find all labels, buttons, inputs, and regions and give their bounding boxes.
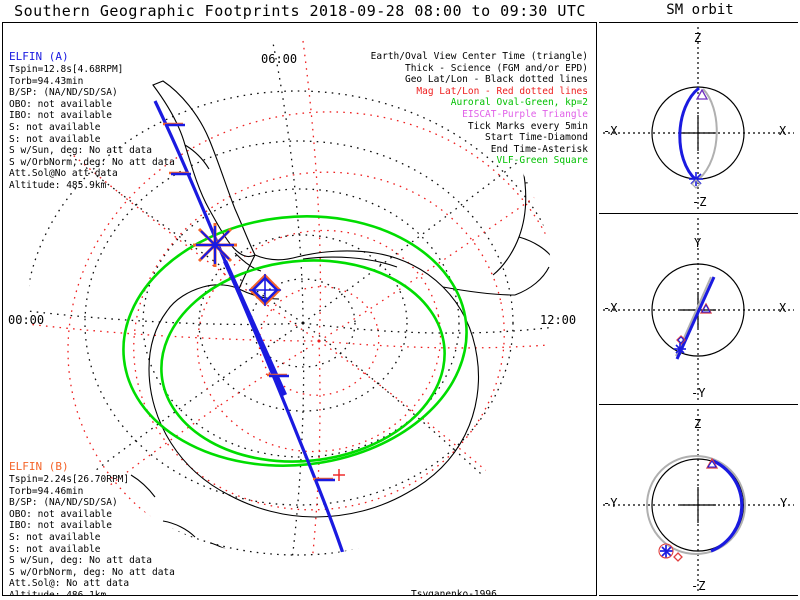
sm-xy-axis-right: X [779, 301, 787, 315]
sm-panel-xy[interactable]: Y -X X -Y [599, 213, 798, 404]
model-name: Tsyganenko-1996 [411, 589, 497, 596]
sm-orbit-column: Z -X X -Z [599, 22, 798, 596]
probe-a-line-8: S w/OrbNorm, deg: No att data [9, 156, 175, 168]
probe-a-line-1: Torb=94.43min [9, 75, 84, 87]
probe-a-line-5: S: not available [9, 121, 101, 133]
sm-orbit-title: SM orbit [666, 2, 734, 18]
mag-pole-marker [333, 469, 345, 481]
probe-b-line-4: IBO: not available [9, 520, 112, 532]
mlt-label-midnight: 00:00 [8, 313, 45, 327]
probe-a-line-10: Altitude: 485.9km [9, 179, 107, 191]
orbit-ground-track [153, 100, 357, 557]
probe-b-line-0: Tspin=2.24s[26.70RPM] [9, 474, 130, 485]
sm-panel-yz[interactable]: Z -Y Y -Z [599, 404, 798, 596]
sm-xz-axis-top: Z [694, 31, 702, 45]
sm-yz-axis-top: Z [694, 417, 702, 431]
legend-item-2: Geo Lat/Lon - Black dotted lines [404, 74, 588, 86]
probe-a-info-block: ELFIN (A) Tspin=12.8s[4.68RPM] Torb=94.4… [9, 50, 175, 192]
probe-a-line-6: S: not available [9, 133, 101, 145]
sm-xy-axis-left: -X [603, 301, 618, 315]
probe-b-line-2: B/SP: (NA/ND/SD/SA) [9, 497, 118, 509]
probe-a-header: ELFIN (A) [9, 50, 69, 63]
legend-item-5: EISCAT-Purple Triangle [462, 108, 588, 120]
probe-b-line-7: S w/Sun, deg: No att data [9, 555, 152, 567]
probe-b-line-9: Att.Sol@: No att data [9, 578, 130, 590]
probe-b-line-8: S w/OrbNorm, deg: No att data [9, 566, 175, 578]
probe-a-line-9: Att.Sol@No att data [9, 168, 118, 180]
geographic-footprint-map[interactable]: 00:00 12:00 06:00 ELFIN (A) Tspin=12.8s[… [2, 22, 597, 596]
mlt-label-dawn: 06:00 [261, 52, 298, 66]
probe-b-line-6: S: not available [9, 543, 101, 555]
sm-xy-axis-bottom: -Y [691, 386, 706, 400]
map-legend: Earth/Oval View Center Time (triangle) T… [371, 51, 588, 167]
legend-item-7: Start Time-Diamond [485, 132, 588, 144]
sm-xy-axis-top: Y [694, 236, 702, 250]
sm-yz-axis-right: Y [780, 496, 788, 510]
probe-a-line-4: IBO: not available [9, 110, 112, 122]
probe-b-line-1: Torb=94.46min [9, 485, 84, 497]
legend-item-8: End Time-Asterisk [490, 143, 588, 155]
legend-item-3: Mag Lat/Lon - Red dotted lines [416, 85, 588, 97]
sm-panel-xz[interactable]: Z -X X -Z [599, 22, 798, 213]
probe-a-line-0: Tspin=12.8s[4.68RPM] [9, 64, 124, 75]
legend-item-9: VLF-Green Square [496, 155, 588, 167]
probe-b-info-block: ELFIN (B) Tspin=2.24s[26.70RPM] Torb=94.… [9, 460, 175, 596]
end-time-asterisk [193, 223, 237, 267]
sm-xz-axis-right: X [779, 124, 787, 138]
probe-b-header: ELFIN (B) [9, 460, 69, 473]
start-time-diamond [248, 273, 282, 307]
legend-item-4: Auroral Oval-Green, kp=2 [450, 97, 588, 109]
sm-yz-axis-left: -Y [603, 496, 618, 510]
probe-b-line-3: OBO: not available [9, 508, 112, 520]
sm-xz-axis-left: -X [603, 124, 618, 138]
polar-map-svg [29, 40, 553, 557]
page-title: Southern Geographic Footprints 2018-09-2… [14, 2, 586, 20]
probe-b-line-5: S: not available [9, 531, 101, 543]
legend-item-0: Earth/Oval View Center Time (triangle) [370, 51, 588, 62]
probe-a-line-2: B/SP: (NA/ND/SD/SA) [9, 87, 118, 99]
auroral-oval [122, 215, 468, 467]
probe-a-line-7: S w/Sun, deg: No att data [9, 145, 152, 157]
probe-b-line-10: Altitude: 486.1km [9, 589, 107, 596]
sm-yz-axis-bottom: -Z [691, 579, 706, 593]
credits-block: Tsyganenko-1996 Created: Sun Jan 29 08:3… [411, 589, 596, 596]
probe-a-line-3: OBO: not available [9, 98, 112, 110]
legend-item-6: Tick Marks every 5min [467, 120, 588, 132]
legend-item-1: Thick - Science (FGM and/or EPD) [404, 62, 588, 74]
mlt-label-noon: 12:00 [540, 313, 577, 327]
sm-xz-axis-bottom: -Z [692, 195, 707, 209]
